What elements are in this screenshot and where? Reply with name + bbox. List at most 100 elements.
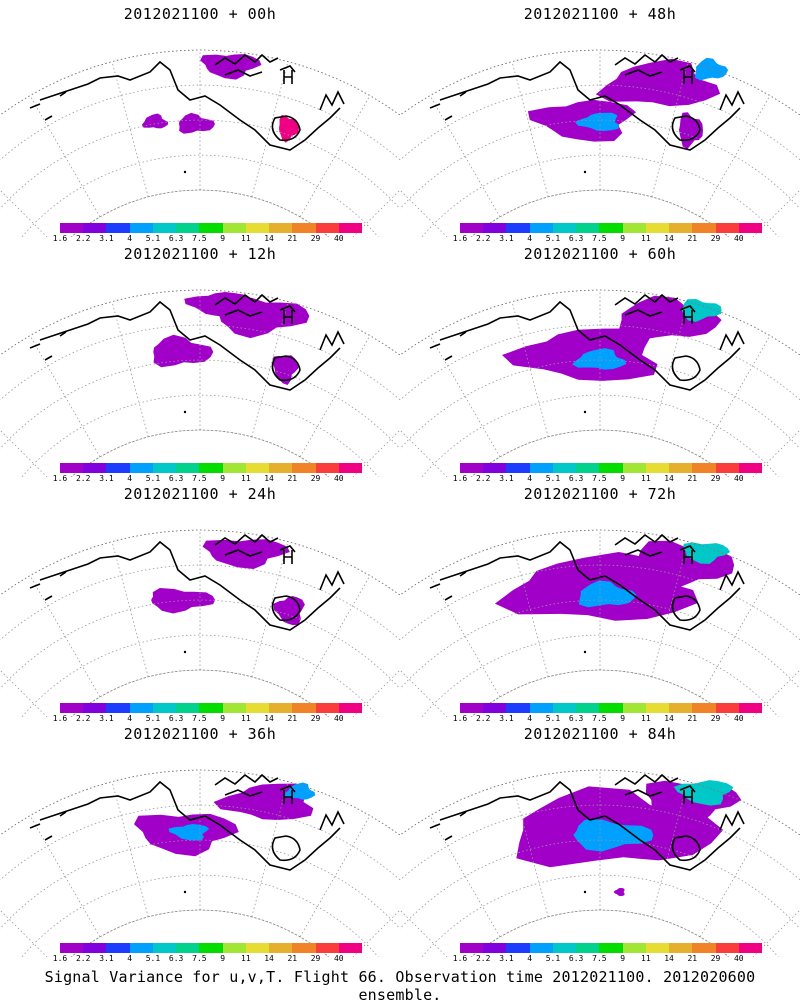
colorbar-label: 5.1: [545, 474, 561, 483]
variance-field: [134, 782, 316, 857]
colorbar-label: 1.6: [452, 954, 468, 963]
colorbar-label: 4: [527, 954, 533, 963]
colorbar: [460, 943, 763, 955]
colorbar-segment: [245, 223, 270, 233]
colorbar-label: 29: [710, 234, 721, 243]
coastline-path: [439, 780, 741, 871]
island-path: [29, 811, 67, 841]
colorbar-label: 1.6: [52, 714, 68, 723]
colorbar-label: 21: [287, 474, 298, 483]
colorbar-segment: [60, 463, 84, 473]
colorbar-label: 40: [733, 234, 744, 243]
colorbar-label: 1.6: [52, 474, 68, 483]
colorbar-label: 7.5: [592, 714, 607, 723]
colorbar-label: 7.5: [192, 474, 207, 483]
colorbar-segment: [222, 943, 247, 953]
colorbar-segment: [506, 703, 531, 713]
longitude-line: [651, 541, 689, 677]
colorbar-segment: [176, 463, 200, 473]
variance-contour: [613, 888, 625, 896]
variance-contour: [573, 819, 654, 852]
colorbar-label: 40: [733, 714, 744, 723]
coastline: [429, 533, 745, 631]
east-coast-path: [719, 330, 745, 351]
colorbar-label: 40: [333, 954, 344, 963]
colorbar-label: 40: [333, 714, 344, 723]
bay-path: [671, 595, 701, 622]
latitude-line: [0, 49, 400, 116]
archipelago-path: [614, 53, 696, 77]
colorbar-label: 14: [664, 954, 674, 963]
colorbar-label: 40: [333, 474, 344, 483]
variance-field: [516, 780, 742, 896]
colorbar-label: 7.5: [192, 714, 207, 723]
map-panel: 2012021100 + 60h 1.6 2.2 3.1 4 5.1 6.3 7.5 9 11 14…: [400, 240, 800, 483]
colorbar-segment: [692, 703, 717, 713]
colorbar-segment: [669, 703, 693, 713]
colorbar-label: 4: [527, 474, 533, 483]
colorbar-segment: [152, 463, 177, 473]
colorbar-label: 14: [664, 714, 674, 723]
island-path: [29, 571, 67, 601]
colorbar: [460, 703, 763, 715]
colorbar-label: 1.6: [452, 474, 468, 483]
map-panel: 2012021100 + 00h 1.6 2.2 3.1 4 5.1 6.3 7.5 9 11 14…: [0, 0, 400, 243]
colorbar-segment: [83, 223, 107, 233]
colorbar-label: 4: [127, 234, 133, 243]
map-border: [0, 529, 400, 717]
colorbar-segment: [692, 943, 717, 953]
coastline: [29, 773, 345, 871]
colorbar-label: 21: [287, 954, 298, 963]
colorbar-segment: [529, 703, 554, 713]
colorbar-label: 6.3: [168, 474, 184, 483]
colorbar-segment: [338, 223, 363, 233]
colorbar-segment: [292, 463, 317, 473]
colorbar-label: 2.2: [75, 714, 91, 723]
colorbar-label: 3.1: [99, 474, 114, 483]
colorbar-segment: [315, 703, 340, 713]
colorbar-label: 29: [310, 234, 321, 243]
colorbar-label: 21: [287, 234, 298, 243]
graticule: [0, 49, 400, 237]
longitude-line: [651, 61, 689, 197]
panel-title: 2012021100 + 72h: [523, 485, 677, 503]
colorbar-segment: [622, 223, 647, 233]
panel-title: 2012021100 + 12h: [123, 245, 277, 263]
colorbar-label: 40: [333, 234, 344, 243]
east-coast-path: [719, 810, 745, 831]
variance-field: [527, 57, 729, 149]
east-coast-path: [319, 330, 345, 351]
variance-map: [0, 289, 400, 477]
longitude-line: [251, 61, 289, 197]
colorbar-label: 1.6: [452, 714, 468, 723]
longitude-line: [773, 940, 800, 957]
graticule: [400, 49, 800, 237]
map-panel: 2012021100 + 84h 1.6 2.2 3.1 4 5.1 6.3 7.5 9 11 14…: [400, 720, 800, 963]
colorbar-segment: [576, 943, 600, 953]
colorbar-segment: [199, 463, 224, 473]
longitude-line: [373, 700, 400, 717]
island-dot: [183, 170, 187, 174]
colorbar: [60, 223, 363, 235]
colorbar-segment: [483, 703, 507, 713]
longitude-line: [699, 95, 771, 217]
colorbar-segment: [529, 943, 554, 953]
high-pressure-marker: [283, 70, 293, 84]
high-pressure-marker: [683, 310, 693, 324]
variance-contour: [272, 355, 299, 385]
variance-field: [151, 539, 305, 626]
colorbar-segment: [199, 703, 224, 713]
coastline: [429, 53, 745, 151]
map-panel: 2012021100 + 72h 1.6 2.2 3.1 4 5.1 6.3 7.5 9 11 14…: [400, 480, 800, 723]
variance-field: [141, 54, 299, 143]
latitude-line: [0, 324, 400, 401]
colorbar-label: 4: [127, 474, 133, 483]
variance-map: [400, 49, 800, 237]
colorbar-label: 29: [710, 474, 721, 483]
colorbar-segment: [176, 703, 200, 713]
colorbar-segment: [245, 703, 270, 713]
colorbar-segment: [738, 223, 763, 233]
longitude-line: [373, 220, 400, 237]
colorbar-label: 5.1: [145, 714, 161, 723]
longitude-line: [373, 460, 400, 477]
